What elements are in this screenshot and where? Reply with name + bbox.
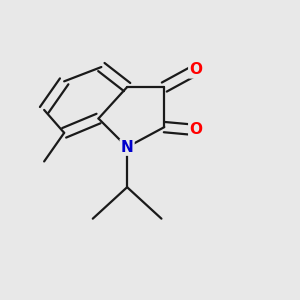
Text: O: O bbox=[189, 62, 202, 77]
Text: N: N bbox=[121, 140, 134, 154]
Text: O: O bbox=[189, 122, 202, 137]
